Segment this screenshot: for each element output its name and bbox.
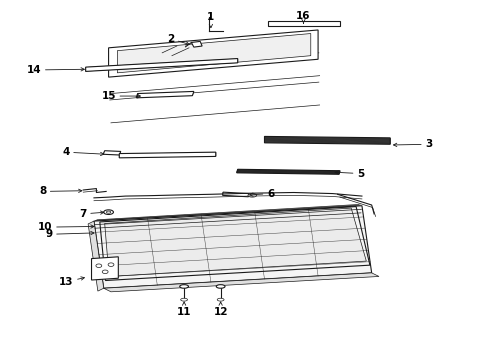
Ellipse shape (96, 264, 102, 267)
Ellipse shape (104, 210, 114, 215)
Ellipse shape (181, 298, 188, 301)
Polygon shape (237, 169, 340, 174)
Polygon shape (86, 59, 238, 71)
Ellipse shape (217, 298, 224, 301)
Text: 11: 11 (177, 302, 192, 317)
Text: 10: 10 (38, 222, 94, 232)
Text: 12: 12 (213, 302, 228, 317)
Ellipse shape (248, 194, 257, 197)
Text: 2: 2 (167, 34, 189, 45)
Text: 3: 3 (393, 139, 433, 149)
Text: 16: 16 (296, 11, 311, 23)
Polygon shape (119, 152, 216, 158)
Polygon shape (88, 221, 104, 291)
Text: 15: 15 (101, 91, 140, 101)
Polygon shape (136, 91, 194, 98)
Text: 14: 14 (27, 65, 84, 75)
Ellipse shape (102, 270, 108, 274)
Polygon shape (92, 257, 118, 280)
Text: 7: 7 (79, 209, 104, 219)
Polygon shape (269, 21, 340, 26)
Text: 8: 8 (39, 186, 82, 197)
Polygon shape (94, 206, 372, 288)
Text: 9: 9 (46, 229, 94, 239)
Ellipse shape (180, 285, 189, 288)
Polygon shape (109, 30, 318, 77)
Polygon shape (104, 273, 379, 292)
Ellipse shape (216, 285, 225, 288)
Ellipse shape (108, 263, 114, 266)
Text: 6: 6 (250, 189, 274, 199)
Text: 5: 5 (335, 168, 364, 179)
Polygon shape (105, 208, 367, 276)
Text: 13: 13 (59, 277, 84, 287)
Polygon shape (103, 151, 121, 155)
Polygon shape (117, 33, 311, 73)
Text: 1: 1 (207, 13, 215, 28)
Ellipse shape (106, 211, 111, 213)
Text: 4: 4 (62, 147, 104, 157)
Polygon shape (265, 136, 390, 144)
Polygon shape (222, 192, 249, 197)
Polygon shape (192, 41, 202, 47)
